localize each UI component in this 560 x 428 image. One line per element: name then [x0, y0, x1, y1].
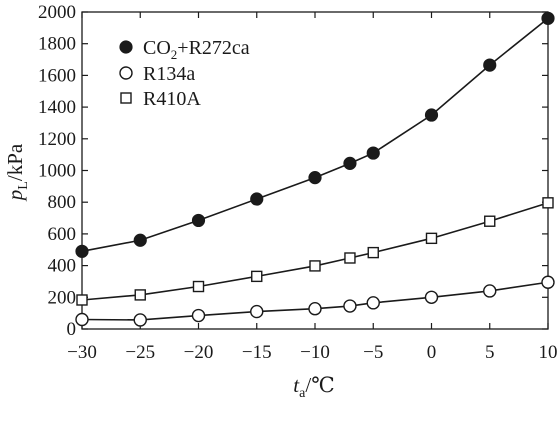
legend-label-r134a: R134a	[143, 63, 195, 85]
y-tick-label: 200	[48, 287, 77, 308]
data-point-r410a	[484, 215, 496, 227]
plot-frame	[81, 11, 549, 330]
y-tick-label: 1800	[38, 34, 76, 55]
y-tick-label: 1200	[38, 129, 76, 150]
series-line-r134a	[81, 281, 549, 321]
y-tick-label: 600	[48, 224, 77, 245]
series-line-r410a	[81, 202, 549, 301]
data-point-r134a	[366, 296, 380, 310]
series-line-co2-r272ca	[81, 17, 549, 253]
data-point-r410a	[251, 270, 263, 283]
data-point-r410a	[542, 197, 554, 209]
data-point-co2-r272ca	[191, 213, 206, 228]
y-tick-label: 1000	[38, 161, 76, 182]
plot-area-border	[81, 11, 549, 330]
legend-label-co2-r272ca: CO2+R272ca	[143, 37, 250, 62]
data-point-r410a	[76, 294, 88, 306]
x-tick-label: −30	[67, 342, 97, 363]
data-point-co2-r272ca	[424, 108, 439, 122]
y-axis: 0 200 400 600 800 1000 1200 1400 1600 1800 2000	[38, 2, 548, 340]
data-point-r410a	[192, 280, 205, 293]
data-point-r134a	[343, 299, 357, 313]
x-axis: −30 −25 −20 −15 −10 −5 0 5 10	[67, 12, 558, 363]
x-tick-label: −15	[242, 342, 272, 363]
data-point-r410a	[309, 260, 321, 272]
data-point-co2-r272ca	[343, 156, 357, 170]
legend-label-r410a: R410A	[143, 88, 201, 110]
data-point-r134a	[308, 302, 322, 316]
x-tick-label: 5	[485, 342, 495, 363]
y-axis-label: pL/kPa	[3, 143, 31, 202]
data-point-r134a	[133, 313, 147, 327]
y-tick-label: 2000	[38, 2, 76, 23]
x-tick-label: 10	[539, 342, 558, 363]
legend-marker-r134a	[119, 66, 133, 80]
data-point-r410a	[367, 246, 379, 259]
data-point-r134a	[75, 312, 89, 327]
data-point-co2-r272ca	[75, 244, 89, 258]
y-tick-label: 0	[67, 319, 77, 340]
legend: CO2+R272ca R134a R410A	[119, 37, 250, 110]
y-tick-label: 1600	[38, 65, 76, 86]
data-point-co2-r272ca	[541, 11, 555, 25]
legend-marker-co2-r272ca	[119, 40, 133, 54]
x-tick-label: −25	[125, 342, 155, 363]
data-point-co2-r272ca	[133, 233, 147, 247]
data-point-r134a	[191, 308, 206, 323]
data-point-r410a	[425, 232, 438, 245]
data-point-r134a	[424, 290, 439, 304]
data-point-r134a	[541, 275, 555, 289]
y-tick-label: 400	[48, 256, 77, 277]
x-tick-label: −10	[300, 342, 330, 363]
data-point-co2-r272ca	[366, 146, 380, 160]
data-point-r134a	[483, 284, 497, 298]
data-point-r410a	[134, 289, 146, 301]
x-tick-label: −20	[184, 342, 214, 363]
data-point-co2-r272ca	[308, 171, 322, 185]
x-axis-label: ta/℃	[293, 373, 334, 401]
data-point-r410a	[344, 252, 356, 264]
legend-marker-r410a	[120, 92, 132, 104]
y-tick-label: 800	[48, 192, 77, 213]
x-tick-label: 0	[427, 342, 437, 363]
data-point-co2-r272ca	[250, 192, 264, 206]
y-tick-label: 1400	[38, 97, 76, 118]
data-point-co2-r272ca	[483, 58, 497, 72]
data-point-r134a	[250, 304, 264, 319]
x-tick-label: −5	[363, 342, 383, 363]
series-layer	[75, 11, 555, 327]
